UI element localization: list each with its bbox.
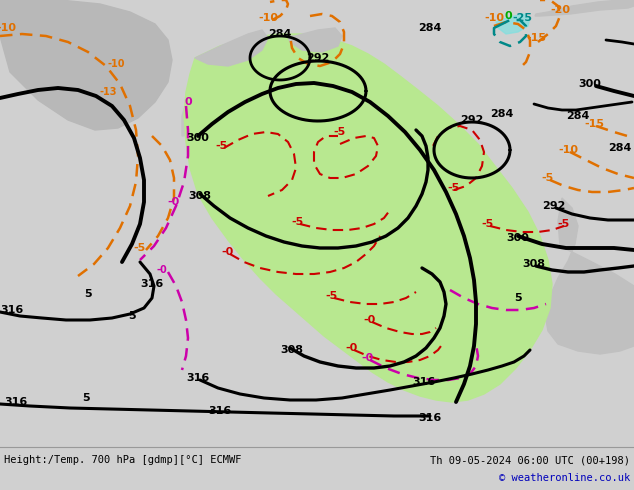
Polygon shape xyxy=(184,34,552,402)
Text: 284: 284 xyxy=(608,143,631,153)
Text: 300: 300 xyxy=(186,133,209,143)
Text: 284: 284 xyxy=(490,109,514,119)
Text: -15: -15 xyxy=(526,33,546,43)
Text: -25: -25 xyxy=(512,13,532,23)
Polygon shape xyxy=(182,88,208,136)
Polygon shape xyxy=(496,14,530,34)
Text: 316: 316 xyxy=(4,397,27,407)
Text: © weatheronline.co.uk: © weatheronline.co.uk xyxy=(499,473,630,483)
Text: -0: -0 xyxy=(364,315,376,325)
Text: 284: 284 xyxy=(566,111,590,121)
Text: -0: -0 xyxy=(362,353,374,363)
Text: -5: -5 xyxy=(292,217,304,227)
Text: 292: 292 xyxy=(460,115,484,125)
Text: -20: -20 xyxy=(550,5,570,15)
Text: 292: 292 xyxy=(306,53,330,63)
Text: 292: 292 xyxy=(542,201,566,211)
Text: 0: 0 xyxy=(184,97,192,107)
Text: -0: -0 xyxy=(168,197,180,207)
Text: -5: -5 xyxy=(334,127,346,137)
Polygon shape xyxy=(288,28,342,52)
Text: -5: -5 xyxy=(326,291,338,301)
Polygon shape xyxy=(545,198,634,354)
Text: -10: -10 xyxy=(107,59,125,69)
Text: -5: -5 xyxy=(558,219,570,229)
Text: 300: 300 xyxy=(579,79,602,89)
Text: 316: 316 xyxy=(140,279,164,289)
Text: 316: 316 xyxy=(412,377,436,387)
Text: 316: 316 xyxy=(186,373,210,383)
Text: -0: -0 xyxy=(157,265,167,275)
Text: 308: 308 xyxy=(280,345,304,355)
Text: -5: -5 xyxy=(448,183,460,193)
Text: 5: 5 xyxy=(82,393,90,403)
Text: -10: -10 xyxy=(558,145,578,155)
Polygon shape xyxy=(195,30,268,66)
Text: 5: 5 xyxy=(84,289,92,299)
Text: Th 09-05-2024 06:00 UTC (00+198): Th 09-05-2024 06:00 UTC (00+198) xyxy=(430,455,630,465)
Text: 308: 308 xyxy=(188,191,212,201)
Text: -5: -5 xyxy=(134,243,146,253)
Text: 284: 284 xyxy=(268,29,292,39)
Text: -0: -0 xyxy=(346,343,358,353)
Text: -0: -0 xyxy=(222,247,234,257)
Text: 5: 5 xyxy=(514,293,522,303)
Text: 308: 308 xyxy=(522,259,545,269)
Text: 316: 316 xyxy=(418,413,442,423)
Text: -13: -13 xyxy=(100,87,117,97)
Text: 316: 316 xyxy=(0,305,23,315)
Text: -15: -15 xyxy=(584,119,604,129)
Text: -5: -5 xyxy=(482,219,494,229)
Text: Height:/Temp. 700 hPa [gdmp][°C] ECMWF: Height:/Temp. 700 hPa [gdmp][°C] ECMWF xyxy=(4,455,242,465)
Text: 284: 284 xyxy=(418,23,442,33)
Text: -5: -5 xyxy=(216,141,228,151)
Text: 0: 0 xyxy=(504,11,512,21)
Polygon shape xyxy=(535,0,634,16)
Text: -10: -10 xyxy=(0,23,16,33)
Text: -10: -10 xyxy=(484,13,504,23)
Text: 316: 316 xyxy=(209,406,231,416)
Polygon shape xyxy=(0,0,172,130)
Text: -10: -10 xyxy=(258,13,278,23)
Text: 5: 5 xyxy=(128,311,136,321)
Text: -5: -5 xyxy=(542,173,554,183)
Text: 300: 300 xyxy=(507,233,529,243)
